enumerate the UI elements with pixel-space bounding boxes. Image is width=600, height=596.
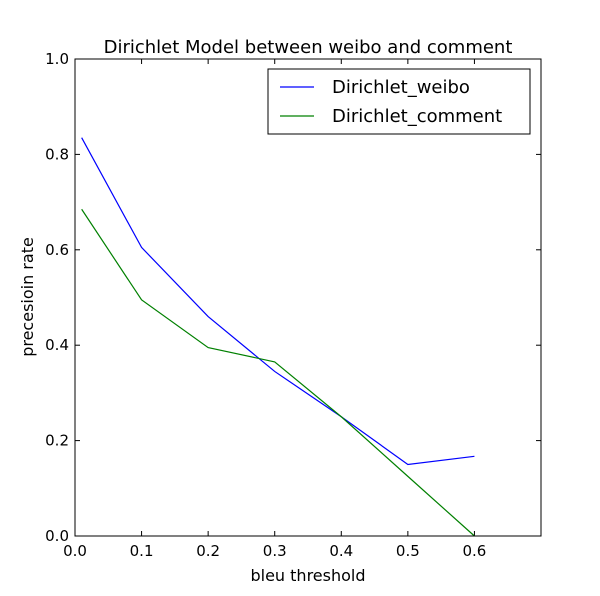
legend-box (267, 68, 531, 135)
series-line-dirichlet-weibo (81, 137, 475, 466)
chart-title: Dirichlet Model between weibo and commen… (104, 37, 513, 58)
x-tick-label: 0.1 (130, 542, 154, 560)
series-line-dirichlet-comment (81, 208, 475, 537)
legend-label: Dirichlet_weibo (332, 77, 470, 98)
y-tick-label: 0.0 (45, 527, 69, 545)
x-tick-label: 0.4 (329, 542, 353, 560)
axis-ticks: 0.0 0.1 0.2 0.3 0.4 0.5 0.6 0.0 0.2 0.4 0.6 0.8 1.0 (45, 50, 541, 560)
plot-area (75, 59, 541, 536)
x-tick-label: 0.2 (196, 542, 220, 560)
y-tick-label: 0.2 (45, 432, 69, 450)
y-tick-label: 0.6 (45, 241, 69, 259)
x-tick-label: 0.5 (396, 542, 420, 560)
legend-label: Dirichlet_comment (332, 106, 502, 127)
y-tick-label: 0.8 (45, 145, 69, 163)
legend: Dirichlet_weibo Dirichlet_comment (267, 68, 531, 135)
y-tick-label: 0.4 (45, 336, 69, 354)
series-lines (81, 137, 475, 537)
y-tick-label: 1.0 (45, 50, 69, 68)
plot-frame (74, 58, 542, 537)
x-tick-label: 0.0 (63, 542, 87, 560)
x-tick-label: 0.3 (263, 542, 287, 560)
x-axis-label: bleu threshold (250, 566, 365, 585)
y-axis-label: precesioin rate (18, 237, 37, 357)
x-tick-label: 0.6 (462, 542, 486, 560)
